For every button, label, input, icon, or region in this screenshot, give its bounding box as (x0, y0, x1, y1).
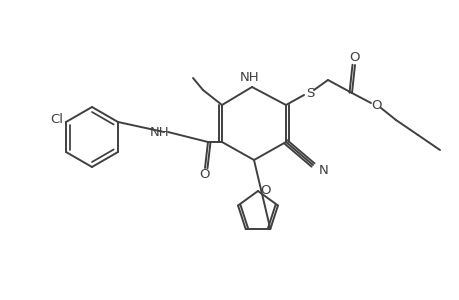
Text: Cl: Cl (50, 112, 63, 125)
Text: O: O (199, 169, 210, 182)
Text: O: O (349, 50, 359, 64)
Text: O: O (260, 184, 271, 197)
Text: N: N (318, 164, 328, 176)
Text: S: S (305, 86, 313, 100)
Text: O: O (371, 98, 381, 112)
Text: NH: NH (150, 125, 169, 139)
Text: NH: NH (240, 70, 259, 83)
